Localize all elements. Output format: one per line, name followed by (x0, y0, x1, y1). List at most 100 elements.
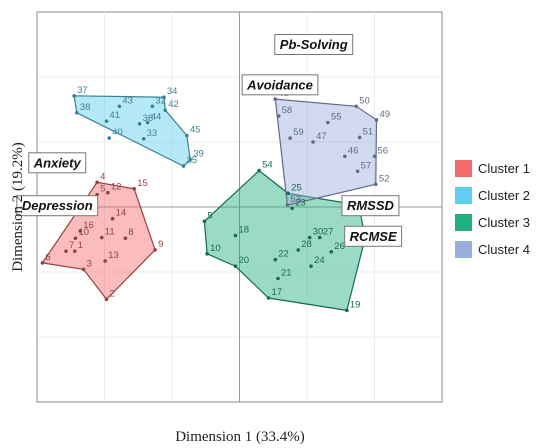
point-cluster-3-20 (233, 264, 238, 268)
point-label: 32 (155, 95, 166, 106)
point-cluster-3-28 (296, 248, 301, 252)
point-label: 34 (167, 86, 178, 97)
point-label: 37 (77, 85, 88, 96)
variable-label: Anxiety (33, 155, 82, 170)
point-label: 43 (122, 95, 133, 106)
legend-label: Cluster 2 (478, 188, 530, 203)
point-label: 46 (348, 145, 359, 156)
point-cluster-4-50 (354, 104, 359, 109)
point-cluster-3-22 (273, 257, 278, 262)
point-label: 1 (78, 240, 83, 251)
variable-pb-solving: Pb-Solving (274, 34, 354, 55)
legend-label: Cluster 3 (478, 215, 530, 230)
point-label: 49 (380, 109, 391, 120)
point-label: 41 (110, 110, 121, 121)
point-cluster-1-8 (123, 236, 128, 240)
point-cluster-3-27 (318, 235, 322, 240)
point-label: 52 (379, 173, 390, 184)
point-cluster-3-54 (257, 168, 261, 173)
legend-swatch (455, 160, 472, 177)
variable-depression: Depression (16, 195, 99, 217)
point-label: 14 (116, 208, 127, 219)
point-label: 44 (151, 112, 162, 123)
point-label: 4 (100, 171, 105, 182)
point-cluster-4-47 (311, 140, 315, 144)
point-label: 53 (290, 194, 301, 205)
variable-box (344, 225, 403, 247)
point-cluster-2-44 (145, 120, 150, 125)
point-cluster-2-38 (75, 110, 79, 115)
point-cluster-1-2 (104, 297, 109, 302)
legend: Cluster 1 Cluster 2 Cluster 3 Cluster 4 (455, 160, 530, 258)
point-cluster-1-9 (153, 248, 157, 252)
variable-box (241, 74, 319, 96)
variable-box (16, 195, 99, 217)
point-label: 59 (293, 127, 304, 138)
point-label: 12 (111, 182, 122, 193)
point-cluster-1-7 (64, 249, 68, 253)
variable-rcmse: RCMSE (344, 225, 403, 247)
legend-label: Cluster 4 (478, 242, 530, 257)
point-label: 7 (69, 240, 74, 251)
point-cluster-1-11 (100, 235, 104, 240)
point-cluster-3-30 (307, 235, 312, 240)
point-label: 58 (282, 105, 293, 116)
point-cluster-1-1 (73, 249, 77, 253)
point-label: 42 (168, 99, 179, 110)
point-label: 45 (190, 125, 201, 136)
variable-label: RMSSD (347, 198, 395, 213)
point-cluster-3-24 (309, 264, 313, 268)
grid (37, 12, 442, 402)
variable-box (274, 34, 354, 55)
point-label: 8 (128, 227, 133, 238)
point-label: 50 (359, 95, 370, 106)
hull-cluster-4 (274, 98, 378, 206)
point-cluster-1-13 (103, 259, 107, 263)
variable-box (28, 152, 87, 174)
point-label: 11 (105, 227, 115, 238)
hull-cluster-3 (203, 169, 366, 312)
point-cluster-2-39 (188, 157, 193, 162)
variable-label: Pb-Solving (280, 37, 348, 52)
point-cluster-2-36 (137, 122, 142, 126)
point-cluster-2-40 (107, 136, 112, 140)
point-cluster-4-49 (374, 118, 379, 122)
point-label: 57 (361, 160, 372, 171)
point-cluster-4-52 (374, 182, 378, 187)
point-label: 21 (281, 268, 292, 279)
point-cluster-4-46 (343, 154, 347, 159)
point-label: 5 (207, 210, 212, 221)
point-cluster-3-18 (233, 233, 238, 238)
point-label: 10 (210, 243, 221, 254)
point-label: 47 (316, 131, 327, 142)
point-label: 40 (112, 127, 123, 138)
point-cluster-1-12 (106, 190, 110, 195)
point-label: 27 (323, 227, 334, 238)
variable-labels: Pb-Solving Avoidance Anxiety Depression RMSS… (16, 34, 403, 247)
variable-box (341, 195, 400, 217)
point-cluster-3-17 (266, 296, 271, 300)
point-label: 35 (186, 155, 197, 166)
point-cluster-2-41 (104, 119, 109, 123)
point-label: 54 (262, 160, 273, 171)
point-cluster-2-32 (150, 104, 155, 109)
x-axis-title: Dimension 1 (33.4%) (175, 429, 305, 445)
point-cluster-4-56 (372, 154, 377, 159)
point-cluster-1-15 (132, 187, 136, 191)
point-label: 51 (363, 126, 374, 137)
variable-label: RCMSE (350, 229, 397, 244)
point-label: 6 (45, 252, 50, 263)
point-label: 25 (291, 182, 302, 193)
variable-label: Avoidance (246, 77, 313, 92)
point-cluster-4-51 (357, 135, 362, 140)
legend-label: Cluster 1 (478, 161, 530, 176)
point-cluster-3-25 (286, 191, 290, 196)
point-cluster-2-43 (117, 104, 122, 109)
variable-avoidance: Avoidance (241, 74, 319, 96)
point-cluster-4-48 (273, 97, 278, 101)
point-label: 13 (108, 250, 119, 261)
point-label: 18 (238, 225, 249, 236)
point-cluster-4-55 (326, 120, 330, 125)
point-cluster-3-23 (290, 206, 294, 211)
point-cluster-2-37 (72, 94, 76, 98)
